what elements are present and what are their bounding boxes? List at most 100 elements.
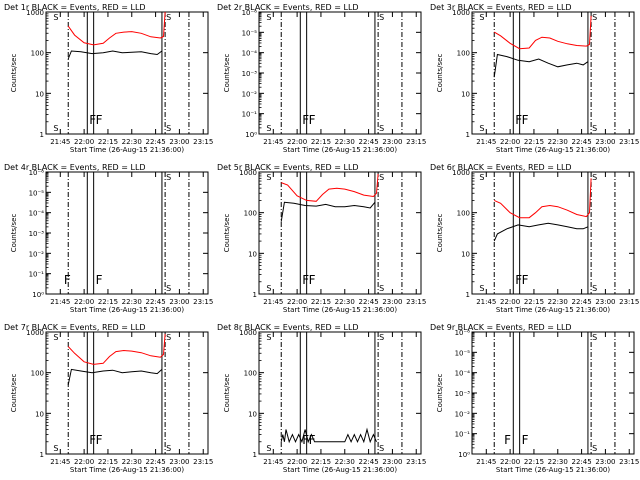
corner-label-bottom: S — [166, 284, 171, 293]
plot-frame — [471, 11, 635, 135]
panel-det-4: Det 4r BLACK = Events, RED = LLD 10⁰ 10⁻¹ 1… — [4, 163, 213, 314]
panel-det-5: Det 5r BLACK = Events, RED = LLD 1 10 100 10… — [217, 163, 426, 314]
y-tick-label: 10 — [35, 410, 44, 418]
y-tick-label: 10⁻³ — [242, 70, 258, 78]
x-tick-label: 22:15 — [311, 138, 331, 146]
corner-label-top: S — [379, 173, 384, 182]
x-tick-label: 22:30 — [335, 138, 355, 146]
y-tick-label: 10 — [461, 250, 470, 258]
x-tick-label: 23:15 — [406, 458, 426, 466]
corner-label-top: S — [592, 173, 597, 182]
x-tick-label: 21:45 — [476, 138, 496, 146]
x-tick-label: 22:30 — [548, 298, 568, 306]
x-tick-label: 23:15 — [619, 298, 639, 306]
series-lld — [281, 173, 379, 202]
x-tick-label: 22:30 — [122, 298, 142, 306]
x-tick-label: 23:15 — [193, 298, 213, 306]
series-events — [493, 222, 589, 242]
flag-marker: F — [522, 433, 529, 447]
series-events — [493, 53, 589, 78]
y-axis-label: Counts/sec — [10, 54, 18, 93]
chart-title: Det 2r BLACK = Events, RED = LLD — [217, 3, 359, 12]
flag-marker: F — [522, 273, 529, 287]
y-tick-label: 1000 — [239, 169, 257, 177]
y-axis-label: Counts/sec — [223, 374, 231, 413]
x-tick-label: 21:45 — [263, 138, 283, 146]
x-tick-label: 22:45 — [571, 298, 591, 306]
x-tick-label: 21:45 — [476, 298, 496, 306]
flag-marker: F — [96, 113, 103, 127]
x-tick-label: 22:45 — [571, 138, 591, 146]
y-tick-label: 10⁰ — [245, 131, 257, 139]
y-tick-label: 1000 — [26, 329, 44, 337]
flag-marker: F — [504, 433, 511, 447]
x-tick-label: 22:00 — [74, 138, 94, 146]
flag-marker: F — [309, 113, 316, 127]
y-tick-label: 100 — [31, 370, 44, 378]
flag-marker: F — [96, 433, 103, 447]
x-tick-label: 23:00 — [595, 138, 615, 146]
chart-title: Det 5r BLACK = Events, RED = LLD — [217, 163, 359, 172]
plot-frame — [45, 11, 209, 135]
corner-label-top: S — [479, 173, 484, 182]
x-tick-label: 21:45 — [263, 298, 283, 306]
x-axis-label: Start Time (26-Aug-15 21:36:00) — [70, 306, 184, 314]
corner-label-bottom: S — [379, 444, 384, 453]
y-axis-label: Counts/sec — [10, 214, 18, 253]
corner-label-top: S — [166, 13, 171, 22]
y-tick-label: 1 — [40, 131, 44, 139]
x-tick-label: 22:30 — [122, 458, 142, 466]
x-tick-label: 23:15 — [193, 458, 213, 466]
x-tick-label: 22:00 — [500, 458, 520, 466]
series-lld — [493, 15, 592, 50]
x-tick-label: 22:00 — [287, 458, 307, 466]
x-tick-label: 23:00 — [382, 458, 402, 466]
series-lld — [67, 333, 166, 365]
x-tick-label: 22:45 — [358, 458, 378, 466]
corner-label-top: S — [592, 13, 597, 22]
y-tick-label: 1 — [466, 291, 470, 299]
y-tick-label: 10⁻⁴ — [455, 370, 471, 378]
flag-marker: F — [309, 273, 316, 287]
x-axis-label: Start Time (26-Aug-15 21:36:00) — [496, 306, 610, 314]
x-tick-label: 22:45 — [145, 138, 165, 146]
x-axis-label: Start Time (26-Aug-15 21:36:00) — [496, 146, 610, 154]
flag-marker: F — [515, 273, 522, 287]
y-axis-label: Counts/sec — [436, 214, 444, 253]
x-axis-label: Start Time (26-Aug-15 21:36:00) — [283, 466, 397, 474]
y-tick-label: 1 — [466, 131, 470, 139]
chart-title: Det 7r BLACK = Events, RED = LLD — [4, 323, 146, 332]
x-tick-label: 23:15 — [406, 298, 426, 306]
x-tick-label: 22:15 — [524, 458, 544, 466]
y-tick-label: 100 — [244, 370, 257, 378]
y-tick-label: 10⁻⁴ — [242, 50, 258, 58]
y-tick-label: 10 — [248, 410, 257, 418]
plot-frame — [258, 331, 422, 455]
flag-marker: F — [515, 113, 522, 127]
x-tick-label: 22:00 — [500, 298, 520, 306]
x-tick-label: 22:15 — [98, 138, 118, 146]
y-tick-label: 10⁻¹ — [29, 271, 45, 279]
y-tick-label: 10⁻² — [455, 410, 471, 418]
x-tick-label: 22:15 — [311, 298, 331, 306]
corner-label-bottom: S — [479, 284, 484, 293]
x-tick-label: 22:45 — [145, 298, 165, 306]
x-tick-label: 22:45 — [358, 298, 378, 306]
plot-frame — [45, 331, 209, 455]
x-tick-label: 23:00 — [382, 298, 402, 306]
panel-det-2: Det 2r BLACK = Events, RED = LLD 10⁰ 10⁻¹ 1… — [217, 3, 426, 154]
x-axis-label: Start Time (26-Aug-15 21:36:00) — [70, 466, 184, 474]
corner-label-top: S — [479, 13, 484, 22]
x-tick-label: 22:00 — [74, 298, 94, 306]
flag-marker: F — [302, 273, 309, 287]
x-tick-label: 22:30 — [548, 458, 568, 466]
corner-label-bottom: S — [479, 124, 484, 133]
x-tick-label: 22:45 — [571, 458, 591, 466]
y-tick-label: 10⁻⁵ — [242, 29, 258, 37]
x-tick-label: 23:15 — [619, 138, 639, 146]
corner-label-top: S — [53, 13, 58, 22]
y-tick-label: 1 — [253, 291, 257, 299]
x-tick-label: 22:00 — [287, 298, 307, 306]
corner-label-bottom: S — [53, 124, 58, 133]
